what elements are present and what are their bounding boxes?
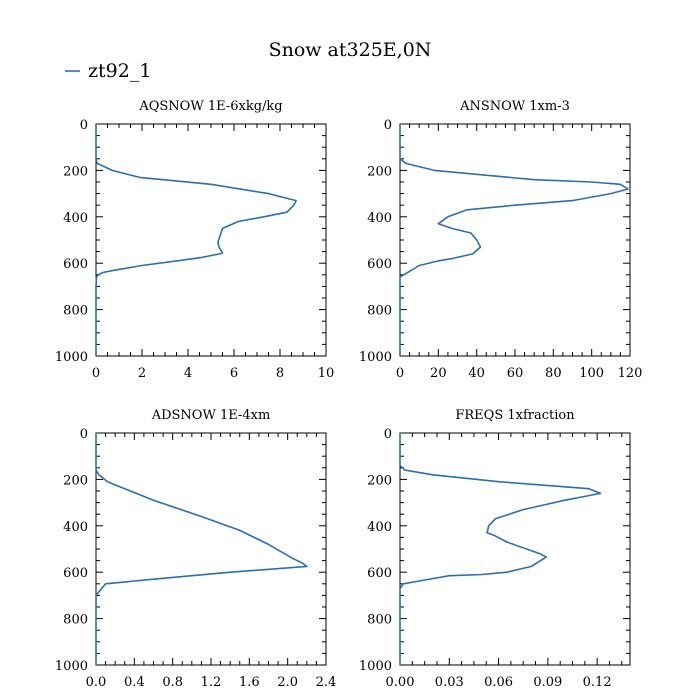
series-line-zt92_1 [95,433,308,665]
y-tick-label: 0 [80,118,88,133]
y-tick-label: 800 [367,613,392,628]
x-tick-label: 0.8 [162,675,183,690]
figure-title: Snow at325E,0N [269,39,432,61]
y-tick-label: 200 [63,473,88,488]
x-tick-label: 6 [230,366,238,381]
x-tick-label: 100 [579,366,604,381]
y-tick-label: 400 [63,211,88,226]
x-tick-label: 1.6 [239,675,260,690]
panel-2: ANSNOW 1xm-3 0 200 400 600 800 1000 0 20 40 60 80 10… [359,99,643,381]
y-tick-label: 400 [367,211,392,226]
x-tick-label: 20 [430,366,447,381]
y-tick-label: 0 [384,427,392,442]
y-tick-label: 800 [63,613,88,628]
x-tick-label: 2.0 [277,675,298,690]
x-tick-label: 0.12 [583,675,612,690]
x-tick-label: 0.06 [484,675,513,690]
y-tick-label: 1000 [55,350,88,365]
x-tick-label: 2 [138,366,146,381]
y-tick-label: 400 [367,520,392,535]
x-tick-label: 8 [276,366,284,381]
y-tick-label: 0 [384,118,392,133]
x-tick-label: 10 [318,366,335,381]
y-tick-label: 800 [367,304,392,319]
panel-title: ADSNOW 1E-4xm [151,408,271,423]
y-tick-label: 200 [367,473,392,488]
x-tick-label: 0 [396,366,404,381]
series-line-zt92_1 [399,124,629,356]
y-tick-label: 1000 [55,659,88,674]
y-tick-label: 400 [63,520,88,535]
x-tick-label: 40 [468,366,485,381]
y-tick-label: 800 [63,304,88,319]
x-tick-label: 0.09 [533,675,562,690]
y-tick-label: 200 [63,164,88,179]
y-tick-label: 600 [367,566,392,581]
panel-1: AQSNOW 1E-6xkg/kg 0 200 400 600 800 1000 0 2 4 6 8 1… [55,99,334,381]
legend-label: zt92_1 [88,60,151,82]
plot-frame [95,432,327,666]
y-tick-label: 200 [367,164,392,179]
plot-frame [95,123,327,357]
panel-title: FREQS 1xfraction [455,408,575,423]
y-tick-label: 600 [63,257,88,272]
plot-frame [399,432,631,666]
x-tick-label: 0.4 [124,675,145,690]
x-tick-label: 60 [507,366,524,381]
plot-frame [399,123,631,357]
series-line-zt92_1 [95,124,297,356]
y-tick-label: 600 [367,257,392,272]
panel-title: ANSNOW 1xm-3 [459,99,570,114]
x-tick-label: 0.00 [386,675,415,690]
x-tick-label: 0.03 [435,675,464,690]
y-tick-label: 600 [63,566,88,581]
series-line-zt92_1 [399,433,602,665]
x-tick-label: 1.2 [201,675,222,690]
x-tick-label: 0 [92,366,100,381]
x-tick-label: 2.4 [316,675,337,690]
panel-title: AQSNOW 1E-6xkg/kg [138,99,282,114]
y-tick-label: 0 [80,427,88,442]
x-tick-label: 0.0 [86,675,107,690]
y-tick-label: 1000 [359,350,392,365]
x-tick-label: 4 [184,366,192,381]
x-tick-label: 120 [618,366,643,381]
y-tick-label: 1000 [359,659,392,674]
x-tick-label: 80 [545,366,562,381]
